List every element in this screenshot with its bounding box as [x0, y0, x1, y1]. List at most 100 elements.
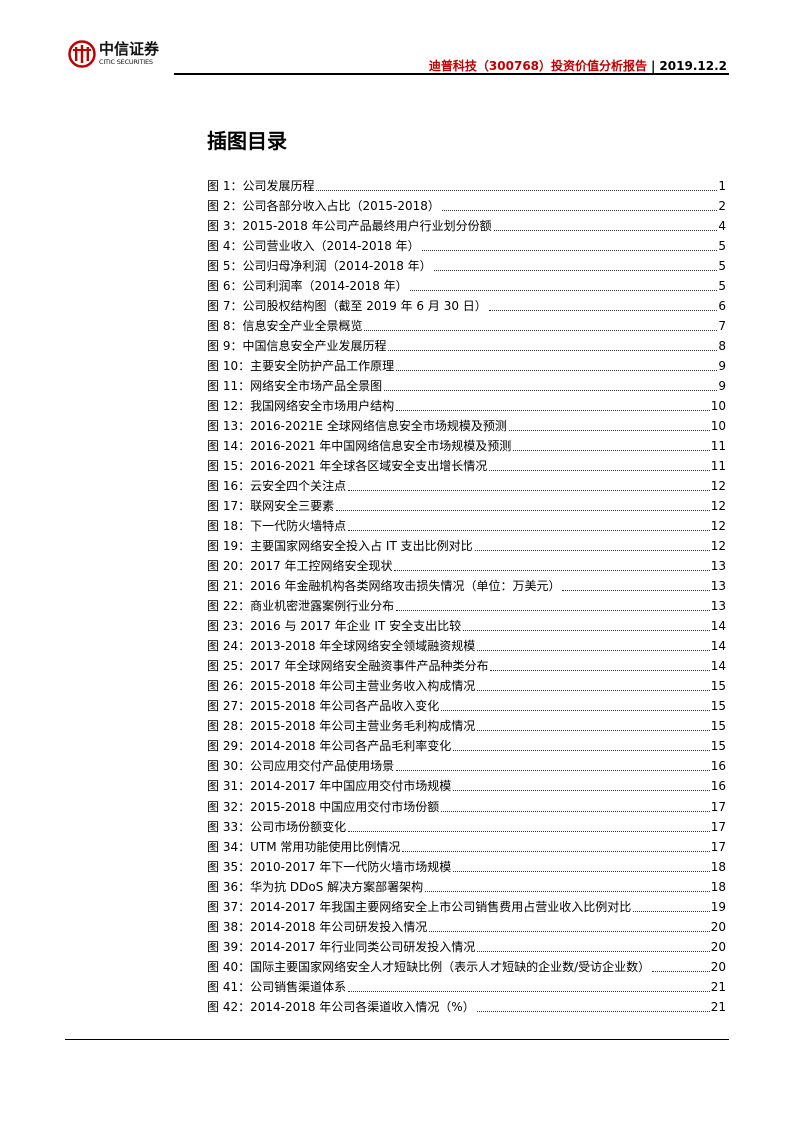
- toc-entry-label: 图 38：2014-2018 年公司研发投入情况: [207, 919, 428, 934]
- toc-entry-label: 图 5：公司归母净利润（2014-2018 年）: [207, 259, 432, 274]
- toc-entry-page: 17: [710, 799, 726, 814]
- toc-entry[interactable]: 图 3：2015-2018 年公司产品最终用户行业划分份额 4: [207, 216, 726, 236]
- citic-securities-logo: 中信证券 CITIC SECURITIES: [68, 40, 159, 68]
- toc-leader-dots: [396, 769, 710, 772]
- toc-entry[interactable]: 图 38：2014-2018 年公司研发投入情况 20: [207, 917, 726, 937]
- toc-leader-dots: [513, 449, 710, 452]
- toc-entry-page: 11: [710, 439, 726, 454]
- toc-entry-label: 图 21：2016 年金融机构各类网络攻击损失情况（单位：万美元）: [207, 579, 561, 594]
- toc-entry[interactable]: 图 16：云安全四个关注点 12: [207, 476, 726, 496]
- toc-entry[interactable]: 图 12：我国网络安全市场用户结构 10: [207, 396, 726, 416]
- toc-leader-dots: [396, 609, 710, 612]
- toc-entry-label: 图 7：公司股权结构图（截至 2019 年 6 月 30 日）: [207, 299, 487, 314]
- toc-entry[interactable]: 图 11：网络安全市场产品全景图 9: [207, 376, 726, 396]
- toc-entry-page: 16: [710, 779, 726, 794]
- toc-entry[interactable]: 图 15：2016-2021 年全球各区域安全支出增长情况 11: [207, 456, 726, 476]
- toc-entry[interactable]: 图 5：公司归母净利润（2014-2018 年） 5: [207, 256, 726, 276]
- toc-leader-dots: [463, 629, 710, 632]
- toc-entry-page: 19: [710, 899, 726, 914]
- toc-entry-page: 12: [710, 479, 726, 494]
- toc-entry-page: 5: [718, 279, 726, 294]
- toc-entry[interactable]: 图 37：2014-2017 年我国主要网络安全上市公司销售费用占营业收入比例对…: [207, 897, 726, 917]
- toc-entry[interactable]: 图 27：2015-2018 年公司各产品收入变化 15: [207, 696, 726, 716]
- toc-leader-dots: [316, 189, 718, 192]
- toc-entry[interactable]: 图 13：2016-2021E 全球网络信息安全市场规模及预测 10: [207, 416, 726, 436]
- toc-entry[interactable]: 图 19：主要国家网络安全投入占 IT 支出比例对比 12: [207, 536, 726, 556]
- toc-entry-label: 图 34：UTM 常用功能使用比例情况: [207, 839, 401, 854]
- toc-entry[interactable]: 图 34：UTM 常用功能使用比例情况 17: [207, 837, 726, 857]
- toc-entry[interactable]: 图 2：公司各部分收入占比（2015-2018） 2: [207, 196, 726, 216]
- toc-entry[interactable]: 图 36：华为抗 DDoS 解决方案部署架构 18: [207, 877, 726, 897]
- toc-entry-label: 图 13：2016-2021E 全球网络信息安全市场规模及预测: [207, 419, 507, 434]
- toc-entry-page: 14: [710, 659, 726, 674]
- toc-entry[interactable]: 图 24：2013-2018 年全球网络安全领域融资规模 14: [207, 636, 726, 656]
- toc-leader-dots: [348, 529, 710, 532]
- toc-entry-label: 图 36：华为抗 DDoS 解决方案部署架构: [207, 879, 424, 894]
- toc-entry[interactable]: 图 21：2016 年金融机构各类网络攻击损失情况（单位：万美元） 13: [207, 576, 726, 596]
- toc-leader-dots: [453, 749, 710, 752]
- toc-entry[interactable]: 图 17：联网安全三要素 12: [207, 496, 726, 516]
- toc-entry[interactable]: 图 42：2014-2018 年公司各渠道收入情况（%） 21: [207, 997, 726, 1017]
- toc-entry[interactable]: 图 25：2017 年全球网络安全融资事件产品种类分布 14: [207, 656, 726, 676]
- toc-entry-page: 21: [710, 979, 726, 994]
- toc-entry[interactable]: 图 30：公司应用交付产品使用场景 16: [207, 756, 726, 776]
- toc-entry[interactable]: 图 23：2016 与 2017 年企业 IT 安全支出比较 14: [207, 616, 726, 636]
- toc-entry[interactable]: 图 41：公司销售渠道体系 21: [207, 977, 726, 997]
- toc-entry-label: 图 29：2014-2018 年公司各产品毛利率变化: [207, 739, 452, 754]
- toc-entry[interactable]: 图 33：公司市场份额变化 17: [207, 817, 726, 837]
- toc-entry-page: 21: [710, 999, 726, 1014]
- toc-entry[interactable]: 图 32：2015-2018 中国应用交付市场份额 17: [207, 796, 726, 816]
- toc-entry[interactable]: 图 9：中国信息安全产业发展历程 8: [207, 336, 726, 356]
- toc-leader-dots: [433, 269, 718, 272]
- logo-en-text: CITIC SECURITIES: [99, 58, 153, 67]
- toc-entry-page: 15: [710, 719, 726, 734]
- toc-entry[interactable]: 图 40：国际主要国家网络安全人才短缺比例（表示人才短缺的企业数/受访企业数） 2…: [207, 957, 726, 977]
- toc-leader-dots: [441, 810, 710, 812]
- toc-entry-label: 图 22：商业机密泄露案例行业分布: [207, 599, 395, 614]
- toc-entry[interactable]: 图 31：2014-2017 年中国应用交付市场规模 16: [207, 776, 726, 796]
- toc-leader-dots: [384, 389, 718, 392]
- toc-leader-dots: [477, 729, 710, 732]
- footer-divider: [65, 1039, 729, 1040]
- toc-entry[interactable]: 图 6：公司利润率（2014-2018 年） 5: [207, 276, 726, 296]
- toc-entry-label: 图 17：联网安全三要素: [207, 499, 335, 514]
- toc-entry[interactable]: 图 14：2016-2021 年中国网络信息安全市场规模及预测 11: [207, 436, 726, 456]
- toc-entry[interactable]: 图 20：2017 年工控网络安全现状 13: [207, 556, 726, 576]
- toc-entry-label: 图 33：公司市场份额变化: [207, 819, 347, 834]
- toc-entry-page: 5: [718, 259, 726, 274]
- toc-entry-label: 图 10：主要安全防护产品工作原理: [207, 359, 395, 374]
- toc-entry-label: 图 19：主要国家网络安全投入占 IT 支出比例对比: [207, 539, 473, 554]
- toc-entry-label: 图 8：信息安全产业全景概览: [207, 319, 363, 334]
- toc-entry-label: 图 18：下一代防火墙特点: [207, 519, 347, 534]
- toc-entry-label: 图 9：中国信息安全产业发展历程: [207, 339, 387, 354]
- toc-entry[interactable]: 图 7：公司股权结构图（截至 2019 年 6 月 30 日） 6: [207, 296, 726, 316]
- toc-entry[interactable]: 图 28：2015-2018 年公司主营业务毛利构成情况 15: [207, 716, 726, 736]
- toc-entry[interactable]: 图 8：信息安全产业全景概览 7: [207, 316, 726, 336]
- page-title: 插图目录: [207, 129, 287, 153]
- toc-entry[interactable]: 图 29：2014-2018 年公司各产品毛利率变化 15: [207, 736, 726, 756]
- toc-entry-label: 图 30：公司应用交付产品使用场景: [207, 759, 395, 774]
- toc-entry[interactable]: 图 26：2015-2018 年公司主营业务收入构成情况 15: [207, 676, 726, 696]
- toc-entry-label: 图 31：2014-2017 年中国应用交付市场规模: [207, 779, 452, 794]
- toc-entry-label: 图 27：2015-2018 年公司各产品收入变化: [207, 699, 440, 714]
- toc-entry-label: 图 12：我国网络安全市场用户结构: [207, 399, 395, 414]
- toc-leader-dots: [421, 249, 718, 252]
- toc-entry[interactable]: 图 22：商业机密泄露案例行业分布 13: [207, 596, 726, 616]
- toc-entry-page: 1: [718, 179, 726, 194]
- toc-entry[interactable]: 图 1：公司发展历程 1: [207, 176, 726, 196]
- toc-entry-label: 图 11：网络安全市场产品全景图: [207, 379, 383, 394]
- toc-entry-page: 10: [710, 399, 726, 414]
- toc-entry[interactable]: 图 18：下一代防火墙特点 12: [207, 516, 726, 536]
- toc-entry-page: 7: [718, 319, 726, 334]
- toc-leader-dots: [476, 1010, 710, 1012]
- toc-entry-label: 图 24：2013-2018 年全球网络安全领域融资规模: [207, 639, 476, 654]
- toc-entry[interactable]: 图 4：公司营业收入（2014-2018 年） 5: [207, 236, 726, 256]
- toc-entry-page: 9: [718, 379, 726, 394]
- toc-leader-dots: [394, 569, 710, 572]
- toc-entry[interactable]: 图 10：主要安全防护产品工作原理 9: [207, 356, 726, 376]
- toc-entry[interactable]: 图 39：2014-2017 年行业同类公司研发投入情况 20: [207, 937, 726, 957]
- toc-entry[interactable]: 图 35：2010-2017 年下一代防火墙市场规模 18: [207, 857, 726, 877]
- toc-entry-page: 15: [710, 699, 726, 714]
- toc-entry-label: 图 15：2016-2021 年全球各区域安全支出增长情况: [207, 459, 488, 474]
- toc-entry-page: 2: [718, 199, 726, 214]
